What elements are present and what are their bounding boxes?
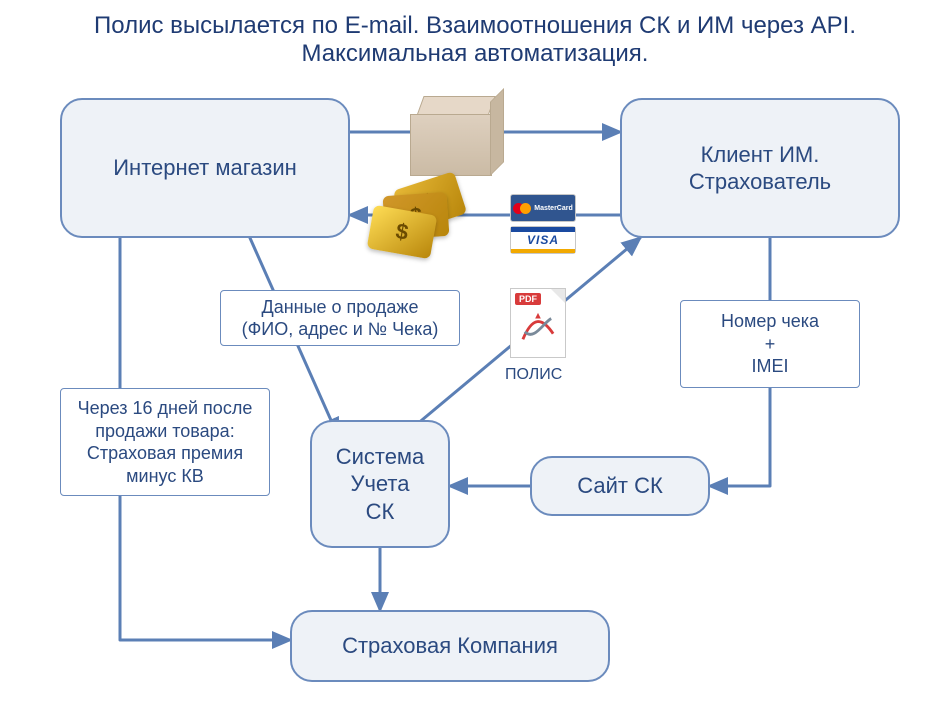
package-icon (410, 96, 500, 176)
diagram-title: Полис высылается по E-mail. Взаимоотноше… (0, 12, 950, 68)
money-icon: $ $ $ (370, 180, 465, 265)
node-client: Клиент ИМ. Страхователь (620, 98, 900, 238)
node-shop: Интернет магазин (60, 98, 350, 238)
pdf-icon: PDF (510, 288, 566, 358)
mastercard-icon: MasterCard (510, 194, 576, 222)
node-system: Система Учета СК (310, 420, 450, 548)
visa-icon: VISA (510, 226, 576, 254)
node-site: Сайт СК (530, 456, 710, 516)
label-receipt: Номер чека + IMEI (680, 300, 860, 388)
label-sale_data: Данные о продаже (ФИО, адрес и № Чека) (220, 290, 460, 346)
node-insurer: Страховая Компания (290, 610, 610, 682)
diagram-canvas: Полис высылается по E-mail. Взаимоотноше… (0, 0, 950, 713)
label-premium: Через 16 дней после продажи товара: Стра… (60, 388, 270, 496)
polis-caption: ПОЛИС (505, 365, 562, 384)
